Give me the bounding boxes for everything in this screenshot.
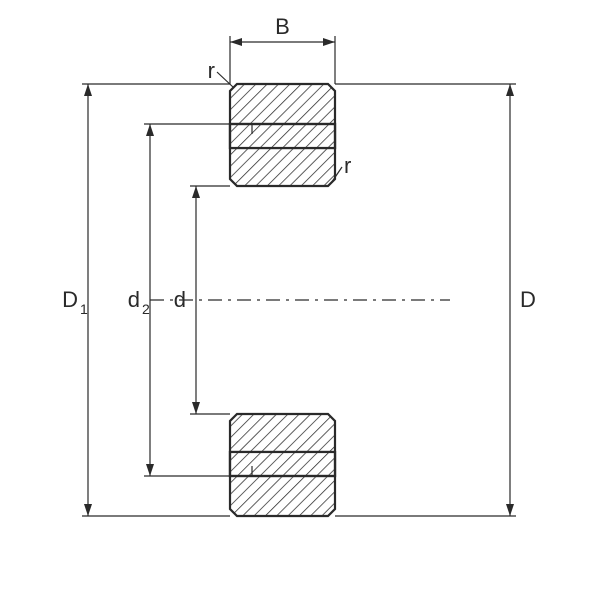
dim-label: B	[275, 14, 290, 39]
label-r-outer: r	[208, 58, 215, 83]
bearing-cross-section-diagram: BDD1d2drr	[0, 0, 600, 600]
dim-label: d	[174, 287, 186, 312]
section-top	[230, 84, 335, 186]
dimension-D: D	[510, 84, 536, 516]
dim-label: D	[62, 287, 78, 312]
dim-label-sub: 1	[80, 301, 88, 317]
label-r-inner: r	[344, 153, 351, 178]
dimension-d2: d2	[128, 124, 150, 476]
inner-ring	[230, 414, 335, 476]
leader-line	[217, 72, 234, 88]
dim-label: D	[520, 287, 536, 312]
inner-ring	[230, 124, 335, 186]
dimension-B: B	[230, 14, 335, 42]
dim-label-sub: 2	[142, 301, 150, 317]
section-bottom	[230, 414, 335, 516]
dim-label: d	[128, 287, 140, 312]
dimension-D1: D1	[62, 84, 88, 516]
